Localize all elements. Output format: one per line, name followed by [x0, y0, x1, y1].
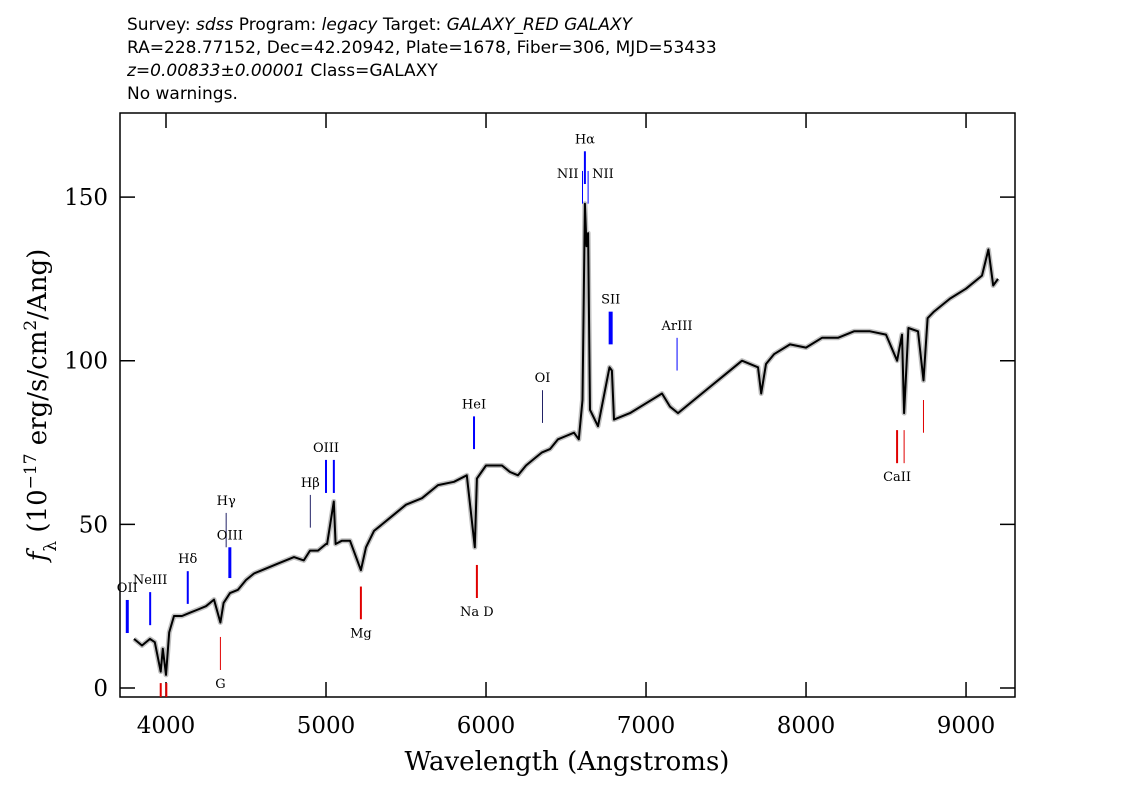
header-segment: Survey:	[127, 15, 196, 35]
y-label-part: λ	[41, 541, 61, 552]
line-label: OI	[535, 371, 551, 386]
header-segment: Class=GALAXY	[305, 61, 438, 81]
header-line: z=0.00833±0.00001 Class=GALAXY	[126, 61, 438, 81]
header-segment: sdss	[196, 15, 234, 35]
line-label: Na D	[460, 605, 494, 620]
y-label-part: −17	[21, 453, 41, 489]
line-label: CaII	[883, 470, 911, 485]
y-axis-label: fλ (10−17 erg/s/cm2/Ang)	[21, 249, 61, 564]
y-tick-label: 50	[79, 512, 108, 538]
line-label: Hγ	[217, 494, 236, 509]
header-segment: Target:	[377, 15, 446, 35]
header-segment: No warnings.	[127, 84, 238, 104]
header-line: RA=228.77152, Dec=42.20942, Plate=1678, …	[127, 38, 717, 58]
line-label: Hδ	[178, 552, 197, 567]
y-label-part: (10	[23, 489, 53, 541]
y-tick-label: 0	[93, 676, 108, 702]
spectrum-line	[133, 202, 999, 676]
x-tick-label: 7000	[617, 713, 676, 739]
header-segment: GALAXY_RED GALAXY	[447, 15, 634, 35]
y-tick-label: 100	[64, 349, 108, 375]
line-label: Hα	[575, 132, 595, 147]
x-tick-label: 4000	[137, 713, 196, 739]
x-axis-label: Wavelength (Angstroms)	[405, 747, 730, 777]
line-label: OII	[117, 581, 138, 596]
x-tick-label: 6000	[457, 713, 516, 739]
header-segment: z=0.00833±0.00001	[126, 61, 305, 81]
header-line: Survey: sdss Program: legacy Target: GAL…	[127, 15, 634, 35]
header: Survey: sdss Program: legacy Target: GAL…	[126, 15, 717, 104]
line-label: OIII	[313, 441, 339, 456]
x-tick-label: 9000	[937, 713, 996, 739]
plot-frame	[119, 112, 1016, 698]
header-segment: Program:	[233, 15, 321, 35]
y-label-part: /Ang)	[23, 249, 53, 320]
line-label: ArIII	[661, 319, 693, 334]
y-tick-label: 150	[64, 185, 108, 211]
line-label: SII	[601, 293, 620, 308]
line-label: NII	[592, 167, 614, 182]
x-tick-label: 5000	[297, 713, 356, 739]
line-label: G	[215, 677, 225, 692]
line-label: OIII	[217, 528, 243, 543]
spectrum-error	[132, 201, 1001, 678]
line-label: HeI	[462, 397, 486, 412]
line-label: Hβ	[301, 476, 320, 491]
header-line: No warnings.	[127, 84, 238, 104]
y-label-part: 2	[21, 320, 41, 331]
line-label: Mg	[350, 626, 372, 641]
header-segment: legacy	[322, 15, 379, 35]
line-label: NeIII	[133, 573, 167, 588]
header-segment: RA=228.77152, Dec=42.20942, Plate=1678, …	[127, 38, 717, 58]
line-label: NII	[557, 167, 579, 182]
x-tick-label: 8000	[777, 713, 836, 739]
y-label-part: erg/s/cm	[23, 331, 53, 454]
